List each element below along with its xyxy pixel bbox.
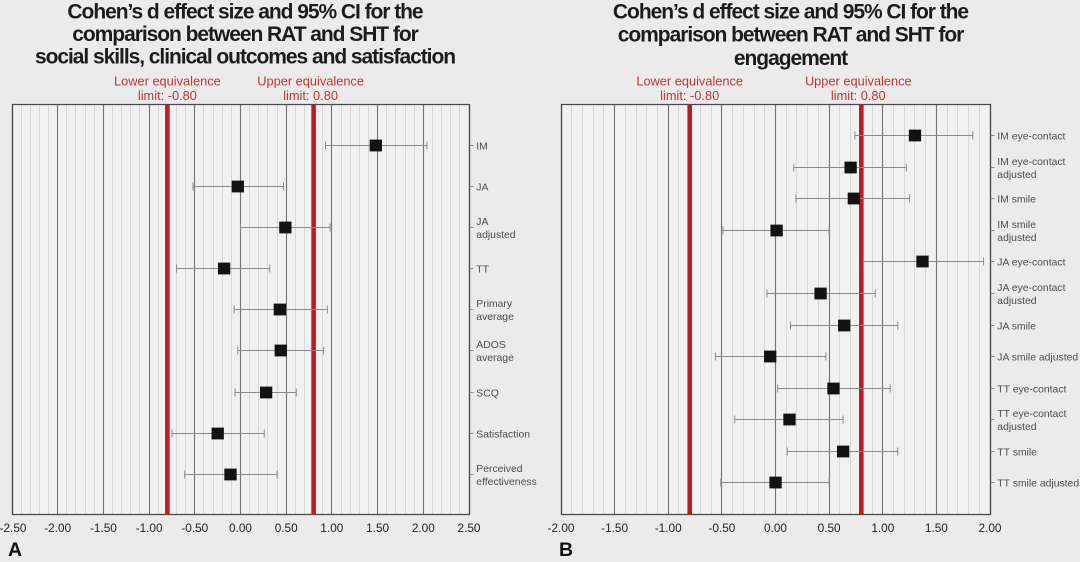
- svg-text:-2.00: -2.00: [548, 521, 575, 535]
- svg-text:-1.50: -1.50: [90, 521, 117, 535]
- svg-text:Upper equivalence: Upper equivalence: [805, 74, 912, 89]
- svg-text:Satisfaction: Satisfaction: [476, 430, 530, 441]
- svg-text:JA eye-contact: JA eye-contact: [997, 283, 1065, 294]
- svg-text:IM eye-contact: IM eye-contact: [997, 132, 1065, 143]
- svg-text:TT smile: TT smile: [997, 448, 1037, 459]
- svg-text:-2.50: -2.50: [0, 521, 27, 535]
- svg-text:adjusted: adjusted: [476, 230, 516, 241]
- svg-text:IM eye-contact: IM eye-contact: [997, 157, 1065, 168]
- svg-text:effectiveness: effectiveness: [476, 477, 536, 488]
- svg-text:2.50: 2.50: [458, 521, 481, 535]
- svg-text:limit: -0.80: limit: -0.80: [138, 88, 197, 103]
- svg-text:0.50: 0.50: [818, 521, 841, 535]
- svg-text:0.50: 0.50: [275, 521, 298, 535]
- svg-text:1.50: 1.50: [366, 521, 389, 535]
- svg-text:adjusted: adjusted: [997, 233, 1037, 244]
- svg-text:limit: 0.80: limit: 0.80: [283, 88, 338, 103]
- svg-text:Lower equivalence: Lower equivalence: [636, 74, 743, 89]
- svg-text:IM smile: IM smile: [997, 195, 1036, 206]
- svg-text:average: average: [476, 353, 514, 364]
- svg-text:limit: 0.80: limit: 0.80: [831, 88, 886, 103]
- svg-text:Cohen’s d effect size and 95%: Cohen’s d effect size and 95% CI for the: [613, 0, 969, 23]
- svg-text:2.00: 2.00: [979, 521, 1002, 535]
- svg-text:JA: JA: [476, 217, 488, 228]
- svg-text:adjusted: adjusted: [997, 296, 1037, 307]
- svg-text:TT eye-contact: TT eye-contact: [997, 385, 1066, 396]
- svg-text:adjusted: adjusted: [997, 170, 1037, 181]
- svg-text:SCQ: SCQ: [476, 389, 499, 400]
- svg-text:TT smile adjusted: TT smile adjusted: [997, 479, 1079, 490]
- svg-text:A: A: [8, 539, 22, 557]
- svg-text:TT: TT: [476, 265, 489, 276]
- svg-text:-0.50: -0.50: [181, 521, 208, 535]
- svg-text:1.00: 1.00: [871, 521, 894, 535]
- svg-text:IM smile: IM smile: [997, 220, 1036, 231]
- svg-text:0.00: 0.00: [764, 521, 787, 535]
- svg-text:comparison between RAT and SHT: comparison between RAT and SHT for: [72, 23, 418, 46]
- svg-text:2.00: 2.00: [412, 521, 435, 535]
- svg-text:Primary: Primary: [476, 299, 513, 310]
- svg-text:1.50: 1.50: [925, 521, 948, 535]
- svg-text:average: average: [476, 312, 514, 323]
- svg-text:-1.00: -1.00: [655, 521, 682, 535]
- svg-text:JA smile adjusted: JA smile adjusted: [997, 353, 1078, 364]
- svg-text:social skills, clinical outcom: social skills, clinical outcomes and sat…: [35, 45, 455, 68]
- svg-text:Cohen’s d effect size and 95%: Cohen’s d effect size and 95% CI for the: [67, 0, 423, 23]
- svg-text:Perceived: Perceived: [476, 464, 522, 475]
- svg-text:IM: IM: [476, 142, 488, 153]
- svg-text:engagement: engagement: [734, 47, 848, 70]
- svg-text:adjusted: adjusted: [997, 422, 1037, 433]
- svg-text:TT eye-contact: TT eye-contact: [997, 409, 1066, 420]
- svg-text:0.00: 0.00: [229, 521, 252, 535]
- svg-text:-1.00: -1.00: [136, 521, 163, 535]
- svg-text:limit: -0.80: limit: -0.80: [660, 88, 719, 103]
- svg-text:ADOS: ADOS: [476, 340, 506, 351]
- svg-text:-2.00: -2.00: [44, 521, 71, 535]
- svg-text:B: B: [559, 539, 573, 557]
- svg-text:Lower equivalence: Lower equivalence: [114, 74, 221, 89]
- svg-text:JA eye-contact: JA eye-contact: [997, 258, 1065, 269]
- svg-text:JA: JA: [476, 183, 488, 194]
- svg-text:-0.50: -0.50: [708, 521, 735, 535]
- svg-text:comparison between RAT and SHT: comparison between RAT and SHT for: [618, 24, 964, 47]
- svg-text:Upper equivalence: Upper equivalence: [257, 74, 364, 89]
- svg-text:-1.50: -1.50: [601, 521, 628, 535]
- svg-text:JA smile: JA smile: [997, 322, 1036, 333]
- svg-text:1.00: 1.00: [320, 521, 343, 535]
